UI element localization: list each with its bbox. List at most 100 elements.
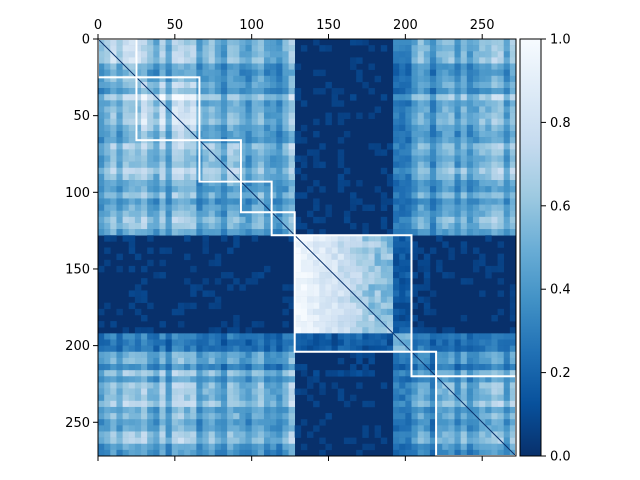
heatmap-cell [128, 222, 136, 230]
heatmap-cell [128, 57, 136, 64]
heatmap-cell [362, 290, 369, 297]
heatmap-cell [190, 333, 197, 340]
heatmap-cell [399, 333, 406, 340]
heatmap-cell [153, 161, 160, 169]
heatmap-cell [423, 272, 431, 279]
heatmap-cell [491, 314, 498, 322]
heatmap-cell [393, 222, 400, 230]
heatmap-cell [497, 204, 505, 211]
heatmap-cell [208, 186, 216, 193]
heatmap-cell [208, 419, 216, 426]
heatmap-cell [251, 155, 259, 162]
heatmap-cell [485, 124, 492, 132]
heatmap-cell [104, 357, 111, 365]
heatmap-cell [177, 357, 185, 365]
heatmap-cell [233, 413, 240, 420]
heatmap-cell [159, 437, 166, 445]
heatmap-cell [466, 449, 474, 457]
heatmap-cell [479, 370, 486, 377]
heatmap-cell [214, 51, 222, 58]
heatmap-cell [454, 229, 461, 236]
heatmap-cell [184, 278, 191, 285]
heatmap-cell [411, 57, 418, 64]
heatmap-cell [442, 186, 449, 193]
heatmap-cell [239, 94, 246, 101]
heatmap-cell [429, 419, 437, 426]
heatmap-cell [141, 370, 148, 377]
heatmap-cell [104, 339, 111, 346]
heatmap-cell [460, 333, 468, 340]
heatmap-cell [429, 106, 437, 113]
heatmap-cell [405, 192, 412, 199]
heatmap-cell [257, 204, 265, 211]
heatmap-cell [288, 124, 296, 132]
heatmap-cell [116, 94, 123, 101]
heatmap-cell [386, 198, 394, 205]
heatmap-cell [356, 253, 363, 261]
heatmap-cell [423, 296, 431, 303]
heatmap-cell [454, 210, 461, 218]
heatmap-cell [356, 308, 363, 316]
heatmap-cell [417, 192, 425, 199]
heatmap-cell [405, 241, 412, 248]
heatmap-cell [423, 186, 431, 193]
heatmap-cell [393, 406, 400, 414]
heatmap-cell [128, 180, 136, 187]
heatmap-cell [202, 394, 209, 402]
heatmap-cell [503, 394, 511, 402]
heatmap-cell [239, 198, 246, 205]
heatmap-cell [380, 204, 388, 211]
heatmap-cell [319, 437, 326, 445]
heatmap-cell [417, 124, 425, 132]
heatmap-cell [337, 327, 345, 334]
heatmap-cell [325, 327, 332, 334]
heatmap-cell [177, 431, 185, 438]
heatmap-cell [411, 155, 418, 162]
heatmap-cell [276, 106, 283, 113]
heatmap-cell [509, 63, 517, 70]
heatmap-cell [436, 388, 443, 395]
heatmap-cell [147, 192, 154, 199]
heatmap-cell [190, 222, 197, 230]
heatmap-cell [319, 272, 326, 279]
heatmap-cell [472, 216, 480, 224]
heatmap-cell [423, 253, 431, 261]
heatmap-cell [270, 118, 277, 126]
heatmap-cell [300, 388, 308, 395]
heatmap-cell [442, 57, 449, 64]
heatmap-cell [472, 364, 480, 371]
heatmap-cell [429, 173, 437, 181]
heatmap-cell [460, 180, 468, 187]
heatmap-cell [220, 155, 228, 162]
heatmap-cell [141, 419, 148, 426]
heatmap-cell [503, 431, 511, 438]
heatmap-cell [110, 394, 117, 402]
heatmap-cell [386, 259, 394, 267]
heatmap-cell [442, 180, 449, 187]
heatmap-cell [337, 394, 345, 402]
heatmap-cell [417, 143, 425, 150]
heatmap-cell [399, 241, 406, 248]
heatmap-cell [263, 57, 271, 64]
heatmap-cell [362, 284, 369, 291]
heatmap-cell [159, 63, 166, 70]
heatmap-cell [300, 302, 308, 310]
heatmap-cell [282, 308, 289, 316]
heatmap-cell [393, 88, 400, 95]
heatmap-cell [460, 81, 468, 89]
heatmap-cell [294, 192, 302, 199]
heatmap-cell [417, 69, 425, 77]
heatmap-cell [257, 351, 265, 359]
heatmap-cell [350, 278, 357, 285]
heatmap-cell [485, 265, 492, 273]
heatmap-cell [245, 51, 252, 58]
heatmap-cell [257, 364, 265, 371]
heatmap-cell [423, 51, 431, 58]
heatmap-cell [128, 229, 136, 236]
x-tick-label: 100 [239, 18, 264, 33]
heatmap-cell [399, 106, 406, 113]
heatmap-cell [153, 39, 160, 46]
heatmap-cell [165, 443, 173, 451]
heatmap-cell [196, 210, 203, 218]
heatmap-cell [472, 180, 480, 187]
